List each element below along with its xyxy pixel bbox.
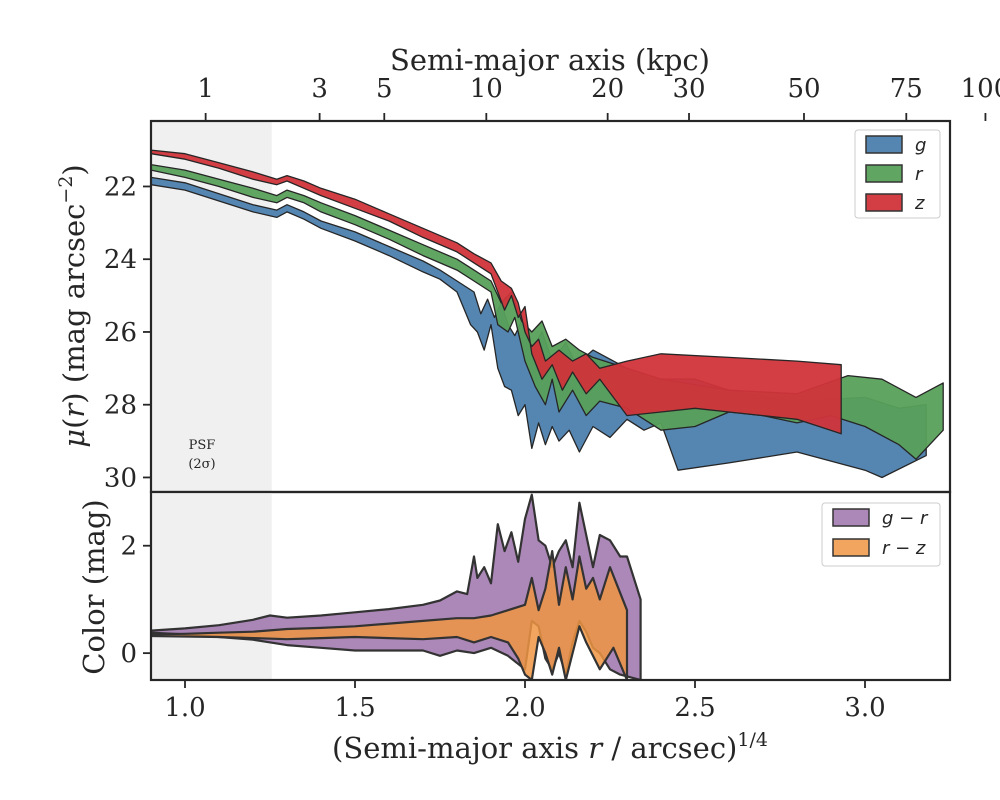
y-tick-label: 30: [104, 463, 137, 493]
band-r-z: [151, 550, 629, 680]
x-tick-label: 2.0: [504, 693, 545, 723]
upper-y-axis-title: μ(r) (mag arcsec−2): [55, 164, 91, 448]
y-tick-label: 2: [120, 532, 137, 562]
y-tick-label: 24: [104, 245, 137, 275]
lower-legend: g − r r − z: [821, 502, 941, 567]
surface-brightness-panel: PSF (2σ) 22 24 26 28 30 grz μ(r) (mag arcsec…: [55, 119, 952, 493]
legend-swatch-g: [865, 135, 903, 154]
psf-label: PSF: [189, 438, 216, 453]
legend-label-z: z: [914, 193, 925, 214]
y-tick-label: 22: [104, 172, 137, 202]
color-bands: [151, 493, 642, 680]
x-tick-label: 1.5: [334, 693, 375, 723]
lower-y-axis-title: Color (mag): [77, 499, 111, 674]
top-tick-label: 30: [672, 74, 705, 104]
x-tick-label: 1.0: [164, 693, 205, 723]
legend-label-g: g: [915, 135, 926, 156]
lower-x-axis-title: (Semi-major axis r / arcsec)1/4: [332, 729, 768, 765]
band-r: [151, 163, 944, 460]
upper-y-ticks: 22 24 26 28 30: [104, 172, 151, 493]
color-panel: 02 1.0 1.5 2.0 2.5 3.0 g − rr − z Color (mag…: [77, 490, 952, 765]
lower-x-ticks: 1.0 1.5 2.0 2.5 3.0: [164, 680, 886, 723]
x-tick-label: 2.5: [674, 693, 715, 723]
surface-brightness-bands: [151, 149, 944, 479]
top-axis-title: Semi-major axis (kpc): [390, 43, 710, 77]
top-tick-label: 3: [311, 74, 328, 104]
legend-label-r: r: [915, 164, 924, 185]
top-axis-ticks: 1 3 5 10 20 30 50 75 100: [197, 74, 1000, 121]
legend-label-r-z: r − z: [882, 538, 926, 559]
y-tick-label: 26: [104, 318, 137, 348]
top-axis: Semi-major axis (kpc) 1 3 5 10 20 30 50 75 100: [197, 43, 1000, 121]
lower-plot-frame: [149, 490, 952, 682]
upper-legend: grz: [854, 129, 941, 219]
legend-swatch-z: [865, 193, 903, 212]
x-tick-label: 3.0: [844, 693, 885, 723]
legend-swatch-r-z: [832, 538, 870, 557]
top-tick-label: 5: [376, 74, 393, 104]
top-tick-label: 50: [787, 74, 820, 104]
top-tick-label: 1: [197, 74, 214, 104]
legend-swatch-g-r: [832, 508, 870, 527]
y-tick-label: 0: [120, 639, 137, 669]
top-tick-label: 10: [470, 74, 503, 104]
lower-y-ticks: 02: [120, 532, 151, 669]
top-tick-label: 75: [890, 74, 923, 104]
psf-band-lower: [151, 492, 272, 680]
legend-label-g-r: g − r: [882, 508, 929, 529]
band-z: [151, 149, 842, 435]
top-tick-label: 100: [961, 74, 1000, 104]
psf-sigma-label: (2σ): [188, 457, 215, 472]
y-tick-label: 28: [104, 391, 137, 421]
top-tick-label: 20: [591, 74, 624, 104]
legend-swatch-r: [865, 164, 903, 183]
